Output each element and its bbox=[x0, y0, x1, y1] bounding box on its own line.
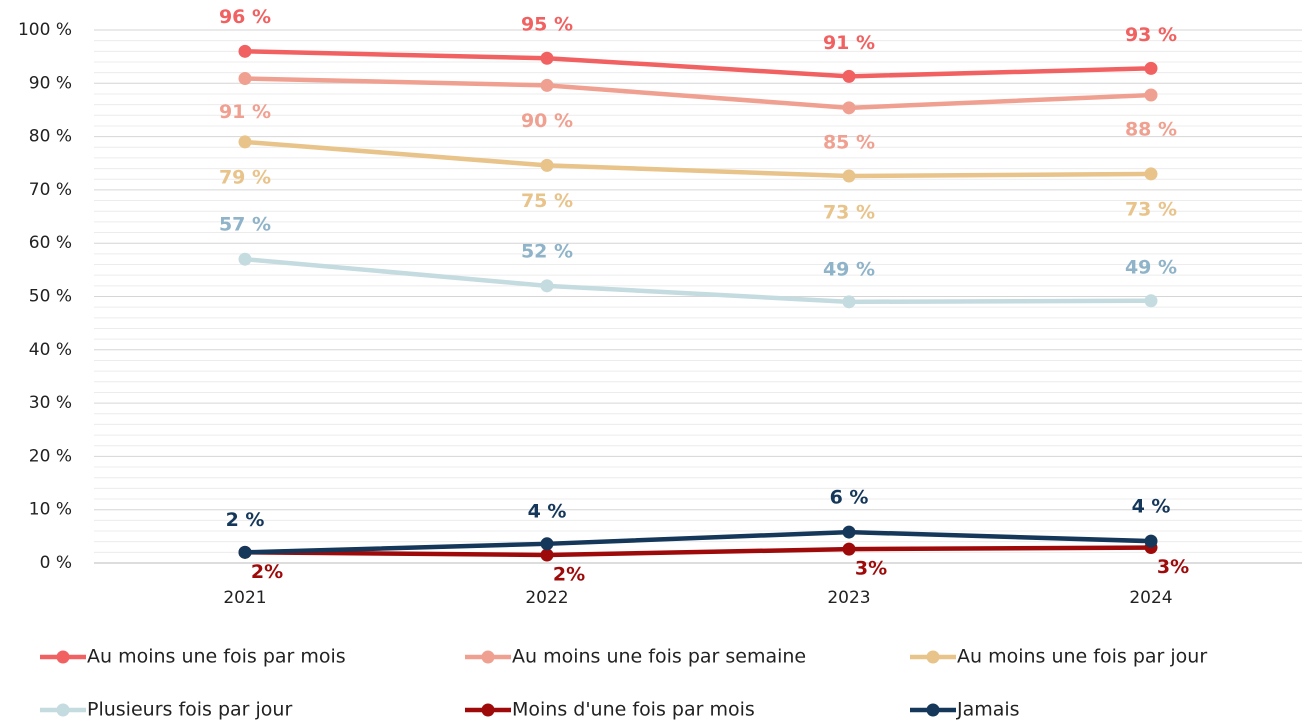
series-point bbox=[238, 135, 252, 149]
series-point bbox=[540, 279, 554, 293]
legend-label: Plusieurs fois par jour bbox=[87, 699, 292, 721]
data-label: 4 % bbox=[528, 500, 567, 522]
series-point bbox=[238, 545, 252, 559]
legend-marker bbox=[56, 703, 70, 717]
series-point bbox=[842, 295, 856, 309]
series-line bbox=[244, 76, 1152, 111]
data-label: 73 % bbox=[823, 202, 875, 224]
y-tick-label: 90 % bbox=[29, 73, 72, 93]
series-point bbox=[238, 44, 252, 58]
x-tick-label: 2022 bbox=[525, 588, 568, 608]
series-line bbox=[244, 139, 1152, 179]
data-label: 2% bbox=[553, 564, 585, 586]
legend-marker bbox=[926, 650, 940, 664]
data-label: 3% bbox=[1157, 556, 1189, 578]
y-tick-label: 10 % bbox=[29, 500, 72, 520]
data-label: 93 % bbox=[1125, 24, 1177, 46]
legend-marker bbox=[481, 703, 495, 717]
series-point bbox=[540, 51, 554, 65]
series-point bbox=[842, 525, 856, 539]
series-line bbox=[244, 545, 1152, 558]
data-label: 88 % bbox=[1125, 119, 1177, 141]
series-line bbox=[244, 49, 1152, 79]
y-tick-label: 100 % bbox=[18, 20, 72, 40]
y-tick-label: 70 % bbox=[29, 180, 72, 200]
legend-marker bbox=[481, 650, 495, 664]
series-point bbox=[842, 101, 856, 115]
series-point bbox=[1144, 61, 1158, 75]
legend-label: Au moins une fois par semaine bbox=[512, 646, 806, 668]
data-label: 91 % bbox=[823, 32, 875, 54]
series-line bbox=[244, 256, 1152, 305]
series-point bbox=[238, 252, 252, 266]
series-point bbox=[842, 169, 856, 183]
y-tick-label: 20 % bbox=[29, 446, 72, 466]
data-label: 96 % bbox=[219, 6, 271, 28]
data-label: 75 % bbox=[521, 190, 573, 212]
y-tick-label: 0 % bbox=[40, 553, 72, 573]
series-point bbox=[1144, 294, 1158, 308]
data-label: 57 % bbox=[219, 214, 271, 236]
series-point bbox=[1144, 88, 1158, 102]
data-label: 79 % bbox=[219, 166, 271, 188]
series-point bbox=[1144, 167, 1158, 181]
series-point bbox=[540, 158, 554, 172]
legend-label: Au moins une fois par jour bbox=[957, 646, 1207, 668]
y-tick-label: 30 % bbox=[29, 393, 72, 413]
data-label: 49 % bbox=[1125, 256, 1177, 278]
x-tick-label: 2024 bbox=[1129, 588, 1172, 608]
y-tick-label: 60 % bbox=[29, 233, 72, 253]
data-label: 4 % bbox=[1132, 496, 1171, 518]
data-label: 85 % bbox=[823, 131, 875, 153]
series-point bbox=[540, 537, 554, 551]
series-point bbox=[842, 69, 856, 83]
series-point bbox=[842, 542, 856, 556]
data-label: 91 % bbox=[219, 101, 271, 123]
data-label: 95 % bbox=[521, 14, 573, 36]
series-point bbox=[540, 548, 554, 562]
series-point bbox=[1144, 534, 1158, 548]
data-label: 2 % bbox=[226, 509, 265, 531]
legend-label: Jamais bbox=[956, 699, 1020, 721]
data-label: 90 % bbox=[521, 110, 573, 132]
data-label: 6 % bbox=[830, 487, 869, 509]
legend-label: Moins d'une fois par mois bbox=[512, 699, 755, 721]
legend-marker bbox=[56, 650, 70, 664]
y-tick-label: 50 % bbox=[29, 287, 72, 307]
y-tick-label: 40 % bbox=[29, 340, 72, 360]
data-label: 49 % bbox=[823, 258, 875, 280]
series-point bbox=[540, 78, 554, 92]
y-tick-label: 80 % bbox=[29, 127, 72, 147]
data-label: 3% bbox=[855, 558, 887, 580]
legend-label: Au moins une fois par mois bbox=[87, 646, 346, 668]
data-label: 2% bbox=[251, 561, 283, 583]
data-label: 73 % bbox=[1125, 198, 1177, 220]
x-tick-label: 2021 bbox=[223, 588, 266, 608]
series-point bbox=[238, 72, 252, 86]
legend-marker bbox=[926, 703, 940, 717]
x-tick-label: 2023 bbox=[827, 588, 870, 608]
series-line bbox=[244, 529, 1152, 555]
data-label: 52 % bbox=[521, 240, 573, 262]
